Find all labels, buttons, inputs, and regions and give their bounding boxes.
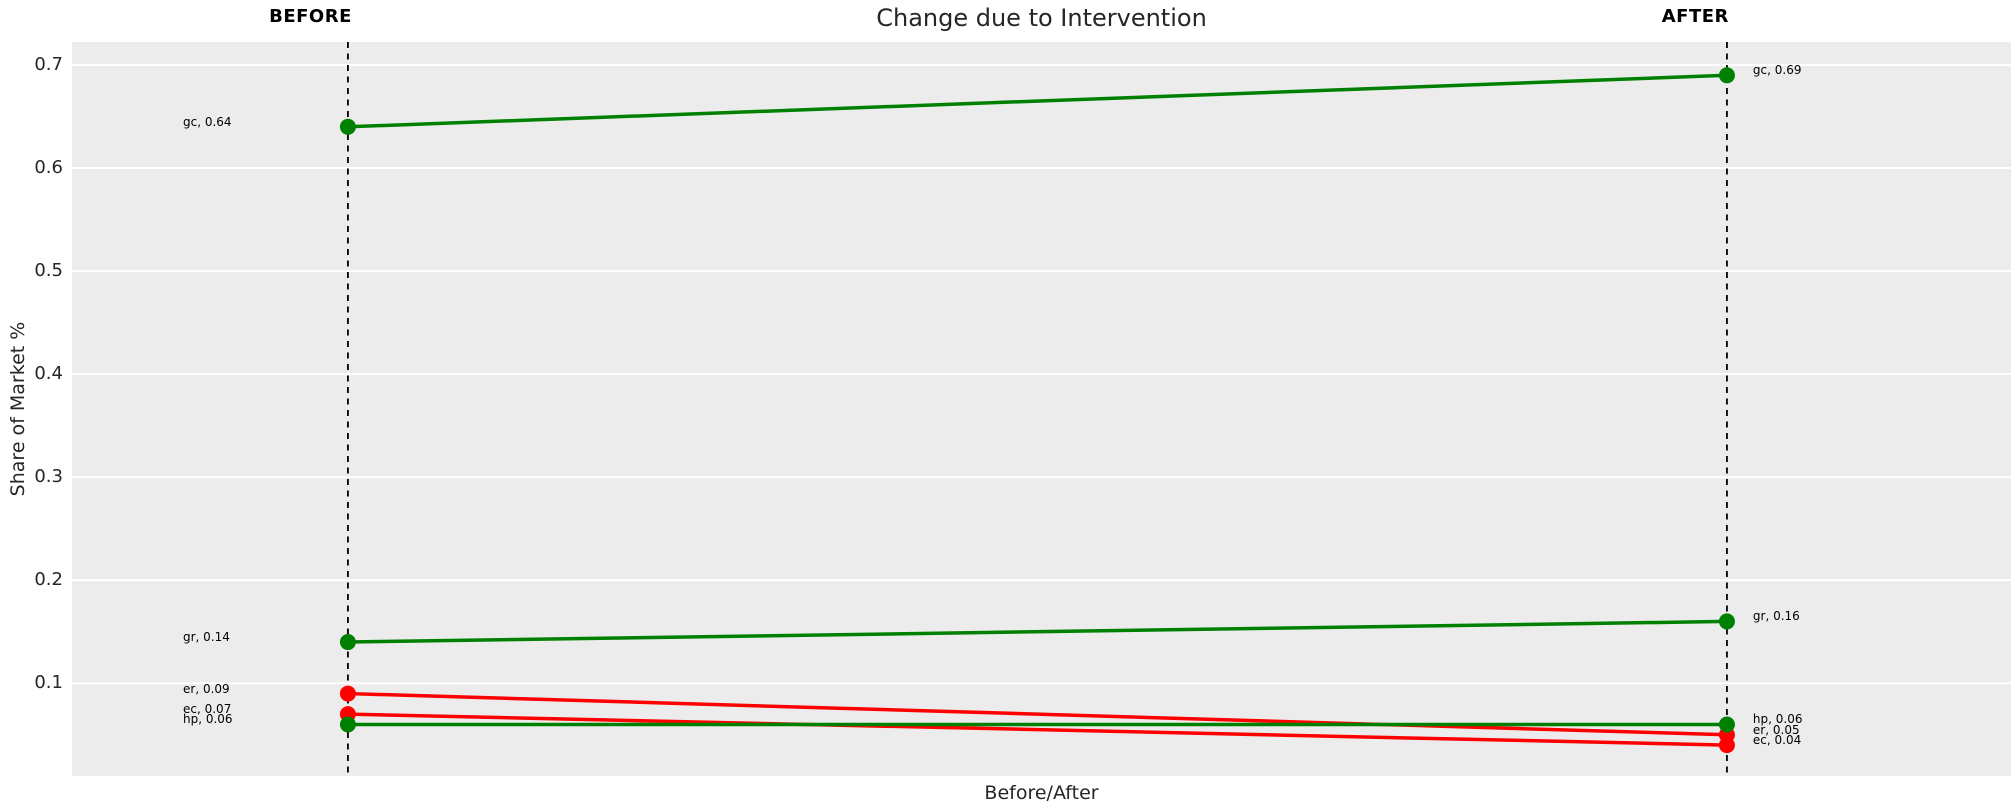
data-label-gr-after: gr, 0.16 bbox=[1752, 609, 1800, 624]
y-tick-0.2: 0.2 bbox=[34, 569, 63, 591]
chart-title: Change due to Intervention bbox=[876, 4, 1207, 32]
plot-area bbox=[72, 42, 2011, 776]
marker-gc-before bbox=[339, 118, 356, 135]
data-label-gr-before: gr, 0.14 bbox=[183, 630, 230, 645]
series-line-er bbox=[347, 691, 1727, 737]
data-label-ec-after: ec, 0.04 bbox=[1752, 733, 1802, 748]
marker-er-before bbox=[339, 685, 356, 702]
data-label-ec-before: ec, 0.07 bbox=[183, 702, 232, 717]
x-axis-label: Before/After bbox=[984, 782, 1099, 804]
marker-gr-before bbox=[339, 634, 356, 651]
data-label-er-before: er, 0.09 bbox=[183, 681, 230, 696]
data-label-hp-after: hp, 0.06 bbox=[1752, 712, 1803, 727]
data-label-gc-before: gc, 0.64 bbox=[183, 114, 232, 129]
marker-ec-after bbox=[1718, 737, 1735, 754]
data-label-hp-before: hp, 0.06 bbox=[183, 712, 233, 727]
y-tick-0.5: 0.5 bbox=[34, 260, 63, 282]
marker-gc-after bbox=[1718, 67, 1735, 84]
data-label-er-after: er, 0.05 bbox=[1752, 722, 1800, 737]
marker-gr-after bbox=[1718, 613, 1735, 630]
series-line-gc bbox=[347, 73, 1728, 129]
data-label-gc-after: gc, 0.69 bbox=[1752, 63, 1802, 78]
column-header-after: AFTER bbox=[1661, 6, 1729, 27]
y-tick-0.4: 0.4 bbox=[34, 363, 63, 385]
series-line-gr bbox=[347, 619, 1727, 644]
chart-canvas bbox=[72, 42, 2011, 776]
y-tick-0.3: 0.3 bbox=[34, 466, 63, 488]
marker-hp-before bbox=[339, 716, 356, 733]
marker-hp-after bbox=[1718, 716, 1735, 733]
series-line-ec bbox=[347, 712, 1727, 747]
y-tick-0.1: 0.1 bbox=[34, 672, 63, 694]
column-header-before: BEFORE bbox=[269, 6, 352, 27]
y-tick-0.7: 0.7 bbox=[34, 53, 63, 75]
y-tick-0.6: 0.6 bbox=[34, 157, 63, 179]
